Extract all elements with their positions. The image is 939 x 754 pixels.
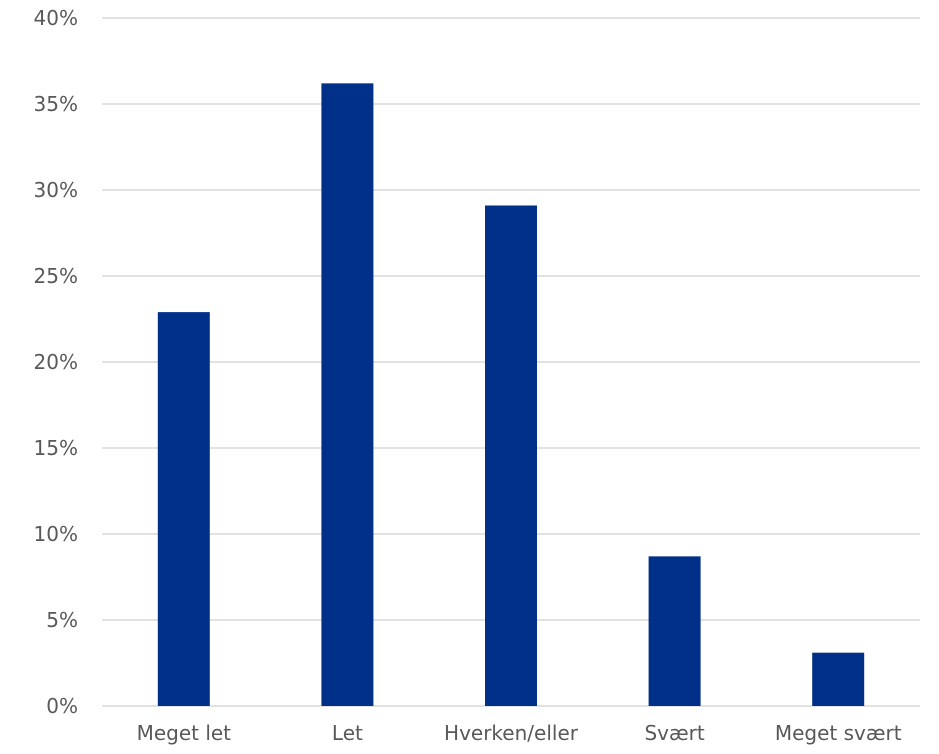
bar [157,312,210,706]
y-tick-label: 40% [34,6,78,30]
x-category-label: Hverken/eller [444,721,579,745]
bar [321,83,374,707]
bar [648,556,701,706]
y-tick-label: 20% [34,350,78,374]
y-tick-label: 15% [34,436,78,460]
y-tick-label: 30% [34,178,78,202]
x-category-label: Let [332,721,363,745]
y-tick-label: 5% [46,608,78,632]
bar [485,205,537,707]
y-tick-label: 35% [34,92,78,116]
y-tick-label: 10% [34,522,78,546]
bar [812,652,865,706]
y-tick-label: 0% [46,694,78,718]
x-axis-categories: Meget let Let Hverken/eller Svært Meget svær… [137,721,902,745]
bars [157,83,865,707]
x-category-label: Meget svært [775,721,902,745]
x-category-label: Meget let [137,721,232,745]
x-category-label: Svært [644,721,704,745]
y-axis-ticks: 0% 5% 10% 15% 20% 25% 30% 35% 40% [34,6,78,718]
y-tick-label: 25% [34,264,78,288]
